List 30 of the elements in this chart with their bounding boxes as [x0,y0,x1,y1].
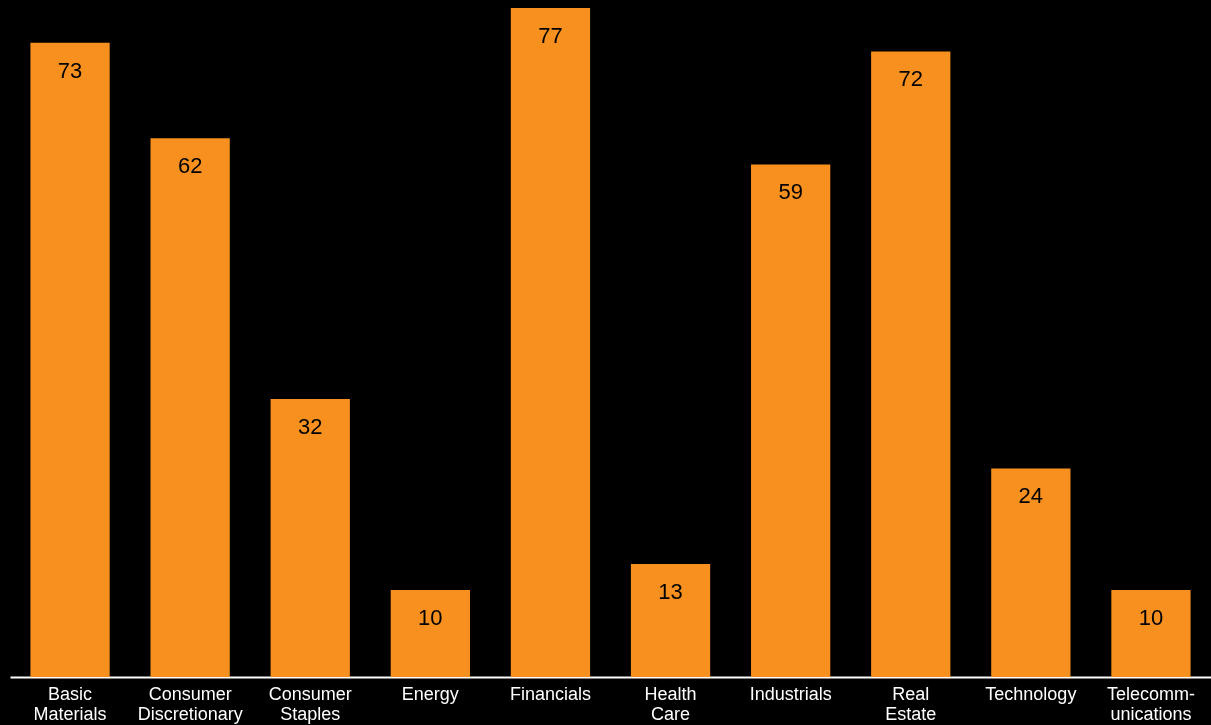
x-tick-label: Financials [509,683,591,704]
data-label: 77 [538,23,563,48]
data-label: 72 [898,66,923,92]
x-tick-label: Consumer Staples [268,683,352,724]
x-tick-label: Basic Materials [33,683,107,724]
bar [871,51,951,677]
bar [991,468,1071,677]
x-tick-label: Energy [401,683,459,704]
bar [390,590,470,677]
bar [270,398,350,677]
data-label: 13 [658,579,683,605]
bar [751,164,831,677]
bar [1111,590,1191,677]
bar [30,42,110,677]
x-tick-label: Industrials [749,683,832,704]
x-tick-label: Telecomm- unications [1106,683,1195,724]
data-label: 10 [418,605,443,631]
data-label: 73 [57,57,83,83]
data-label: 59 [778,179,803,205]
data-label: 62 [177,153,203,179]
bar [150,138,230,677]
x-tick-label: Real Estate [885,683,937,724]
data-label: 10 [1138,605,1164,631]
x-tick-label: Health Care [644,683,697,724]
x-tick-label: Technology [985,683,1077,704]
bar [630,564,711,677]
data-label: 32 [298,413,323,439]
data-label: 24 [1018,483,1044,509]
bar [510,8,591,677]
x-tick-label: Consumer Discretionary [137,683,243,724]
